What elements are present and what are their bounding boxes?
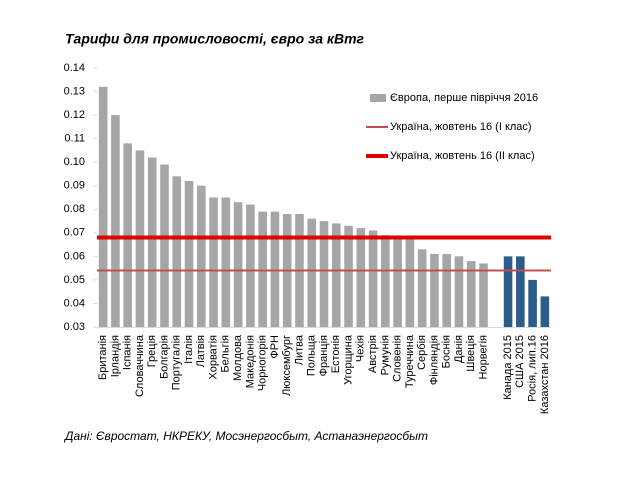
bar — [528, 279, 537, 327]
x-tick-label: Туреччина — [404, 334, 416, 388]
x-tick-label: Польща — [306, 334, 318, 376]
bar — [479, 263, 488, 327]
source-note: Дані: Євростат, НКРЕКУ, Мосэнергосбыт, А… — [63, 429, 428, 443]
bar — [147, 157, 157, 327]
bar — [111, 115, 120, 327]
bar — [466, 261, 476, 327]
x-tick-label: Італія — [183, 335, 195, 364]
bar — [503, 256, 513, 327]
legend-label: Європа, перше півріччя 2016 — [390, 92, 538, 104]
bar — [381, 235, 390, 327]
x-tick-label: Фінляндія — [428, 335, 440, 385]
y-tick-label: 0.08 — [64, 203, 85, 215]
x-tick-label: Румунія — [379, 335, 391, 375]
x-tick-label: Естонія — [330, 335, 342, 373]
bar — [405, 237, 415, 327]
x-tick-label: Сербія — [416, 335, 428, 370]
chart-title: Тарифи для промисловості, євро за кВтг — [65, 31, 365, 47]
y-tick-label: 0.04 — [64, 297, 85, 309]
x-tick-label: Литва — [293, 334, 305, 365]
bar — [172, 176, 182, 327]
x-tick-label: Хорватія — [207, 335, 219, 380]
y-tick-label: 0.12 — [64, 109, 85, 121]
x-tick-label: Британія — [97, 335, 109, 380]
x-tick-label: Росія, лип.16 — [527, 335, 539, 402]
x-tick-label: Швеція — [465, 335, 477, 372]
bar — [344, 225, 353, 327]
bar — [393, 237, 402, 327]
bar — [123, 143, 132, 327]
x-tick-label: Словенія — [392, 335, 404, 382]
x-tick-label: Македонія — [244, 335, 256, 388]
bar — [270, 211, 280, 327]
bar — [540, 296, 550, 327]
bar — [454, 256, 464, 327]
x-tick-label: Угорщина — [342, 334, 354, 385]
bar — [516, 256, 525, 327]
x-tick-label: Болгарія — [158, 335, 170, 379]
x-tick-label: Словаччина — [134, 334, 146, 397]
y-tick-label: 0.14 — [64, 62, 85, 74]
x-tick-label: Австрія — [367, 335, 379, 373]
bar — [160, 164, 169, 327]
x-tick-label: Греція — [146, 335, 158, 367]
y-tick-label: 0.06 — [64, 250, 85, 262]
x-tick-label: Молдова — [232, 334, 244, 381]
x-tick-label: Бельгія — [220, 335, 232, 373]
x-tick-label: Люксембург — [281, 335, 293, 396]
x-tick-label: Боснія — [441, 335, 453, 368]
x-tick-label: Канада 2015 — [502, 335, 514, 400]
bar — [197, 185, 206, 327]
y-tick-label: 0.10 — [64, 156, 85, 168]
x-tick-label: Франція — [318, 335, 330, 376]
bar — [368, 230, 378, 327]
bar — [221, 197, 231, 327]
x-tick-label: Данія — [453, 335, 465, 363]
bar — [258, 211, 267, 327]
bar — [442, 254, 451, 327]
y-tick-label: 0.13 — [64, 85, 85, 97]
x-tick-label: Ірландія — [109, 335, 121, 377]
bar — [233, 202, 243, 327]
x-tick-label: ФРН — [269, 335, 281, 359]
x-tick-label: Португалія — [171, 335, 183, 390]
legend-label: Україна, жовтень 16 (І клас) — [390, 121, 532, 133]
x-tick-label: Чехія — [355, 335, 367, 362]
x-tick-label: Латвія — [195, 335, 207, 367]
bar — [417, 249, 427, 327]
bar — [356, 228, 366, 327]
bar — [319, 221, 329, 327]
y-tick-label: 0.11 — [64, 133, 85, 145]
bar — [209, 197, 218, 327]
bar — [246, 204, 255, 327]
bar — [98, 86, 108, 327]
x-tick-label: Норвегія — [477, 335, 489, 379]
legend-swatch — [370, 94, 386, 102]
bar — [184, 181, 194, 327]
y-tick-label: 0.05 — [64, 274, 85, 286]
x-tick-label: Чорногорія — [257, 335, 269, 391]
x-tick-label: США 2015 — [514, 335, 526, 388]
bar — [331, 223, 341, 327]
x-tick-label: Казахстан 2016 — [539, 335, 551, 414]
x-tick-label: Іспанія — [122, 335, 134, 370]
y-tick-label: 0.09 — [64, 180, 85, 192]
y-tick-label: 0.03 — [64, 321, 85, 333]
legend-label: Україна, жовтень 16 (ІІ клас) — [390, 150, 535, 162]
y-tick-label: 0.07 — [64, 227, 85, 239]
bar — [307, 218, 317, 327]
bar — [430, 254, 439, 327]
